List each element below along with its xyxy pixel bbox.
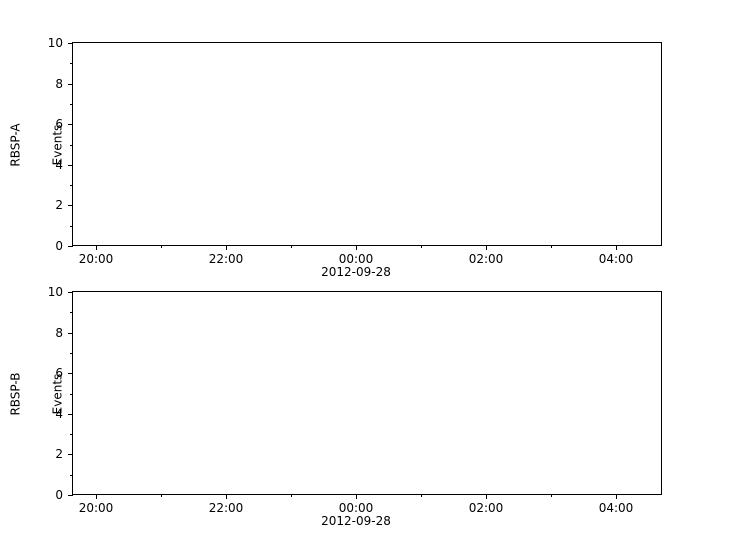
ytick-major [68,205,73,207]
xtick-major [356,245,357,250]
ytick-major [68,43,73,44]
xtick-label-time: 04:00 [598,501,634,515]
ytick-label: 4 [55,157,63,172]
xtick-label-with-date: 00:00 2012-09-28 [321,253,391,279]
xaxis-date-label: 2012-09-28 [321,265,391,279]
plot-area-rbsp-a[interactable]: 10 8 6 4 2 0 [9,37,662,279]
xtick-label: 02:00 [469,253,504,266]
xtick-label-time: 02:00 [468,252,504,266]
xtick-label: 22:00 [209,253,244,266]
xtick-label-time: 22:00 [208,501,244,515]
ytick-minor [70,63,73,65]
xtick-label: 02:00 [469,502,504,515]
ytick-minor [70,185,73,187]
xtick-major [486,494,487,499]
xtick-major [226,245,227,250]
xtick-major [96,494,97,499]
yaxis-title-rbsp-b: RBSP-B Events [9,292,65,496]
xtick-minor [551,494,552,497]
xtick-label-time: 00:00 [338,501,374,515]
xtick-label-time: 02:00 [468,501,504,515]
ytick-minor [70,474,73,476]
xtick-minor [551,245,552,248]
yaxis-title-rbsp-a: RBSP-A Events [9,43,65,247]
ytick-major [68,373,73,375]
ytick-major [68,413,73,415]
yaxis-title-line1: RBSP-A [8,123,23,167]
ytick-minor [70,393,73,395]
ytick-minor [70,225,73,227]
xtick-major [226,494,227,499]
yaxis-title-line2: Events [50,124,65,166]
ytick-label: 8 [55,76,63,91]
xtick-minor [421,245,422,248]
xtick-label: 22:00 [209,502,244,515]
xtick-minor [161,494,162,497]
xtick-minor [421,494,422,497]
xtick-label: 04:00 [599,502,634,515]
xtick-label-time: 04:00 [598,252,634,266]
xtick-label: 20:00 [79,253,114,266]
ytick-major [68,454,73,456]
ytick-minor [70,312,73,314]
ytick-major [68,292,73,293]
ytick-label: 10 [47,285,63,299]
ytick-label: 0 [55,239,63,253]
ytick-major [68,164,73,166]
xtick-label-time: 00:00 [338,252,374,266]
ytick-label: 2 [55,198,63,213]
xtick-minor [161,245,162,248]
ytick-label: 10 [47,36,63,50]
ytick-label: 6 [55,366,63,381]
plot-area-rbsp-b[interactable]: 10 8 6 4 2 0 [9,286,662,528]
ytick-minor [70,144,73,146]
yaxis-title-line2: Events [50,373,65,415]
ytick-major [68,246,73,247]
xtick-label-time: 22:00 [208,252,244,266]
ytick-major [68,495,73,496]
ytick-minor [70,103,73,105]
xtick-label-time: 20:00 [78,252,114,266]
ytick-major [68,124,73,126]
ytick-major [68,332,73,334]
xtick-major [616,494,617,499]
xtick-major [96,245,97,250]
xtick-minor [291,494,292,497]
ytick-major [68,83,73,85]
xaxis-date-label: 2012-09-28 [321,514,391,528]
yaxis-title-line1: RBSP-B [8,372,23,416]
xtick-major [486,245,487,250]
xtick-major [616,245,617,250]
xtick-major [356,494,357,499]
ytick-label: 6 [55,117,63,132]
ytick-label: 8 [55,325,63,340]
ytick-label: 2 [55,447,63,462]
xtick-label: 04:00 [599,253,634,266]
xtick-minor [291,245,292,248]
xtick-label-with-date: 00:00 2012-09-28 [321,502,391,528]
ytick-minor [70,352,73,354]
ytick-label: 0 [55,488,63,502]
xtick-label-time: 20:00 [78,501,114,515]
xtick-label: 20:00 [79,502,114,515]
ytick-label: 4 [55,406,63,421]
ytick-minor [70,434,73,436]
